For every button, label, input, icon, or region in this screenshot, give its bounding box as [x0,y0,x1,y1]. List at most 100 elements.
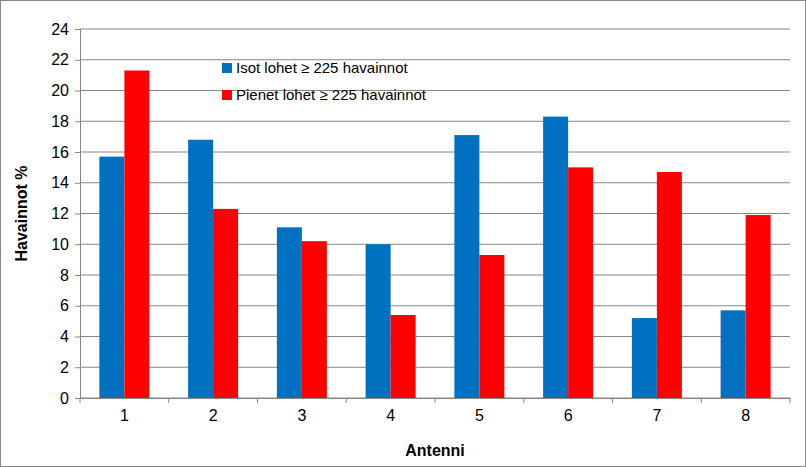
y-tick-label: 12 [51,205,69,222]
x-tick: 6 [564,398,573,424]
grid-line [80,29,790,30]
x-tick-label: 7 [652,407,661,424]
grid [80,29,790,398]
x-tick: 1 [120,398,129,424]
bar [188,140,213,398]
y-tick-mark [75,91,80,92]
bar [657,172,682,398]
grid-line [80,152,790,153]
bar [632,318,657,398]
category-divider [257,398,258,403]
y-axis: 024681012141618202224 [51,21,80,407]
y-axis-line [75,30,81,399]
category-divider [790,398,791,403]
x-tick-label: 2 [209,407,218,424]
y-tick-mark [75,60,80,61]
y-tick-label: 20 [51,82,69,99]
y-tick-mark [75,183,80,184]
legend-swatch [222,63,232,73]
category-divider [612,398,613,403]
x-tick: 2 [209,398,218,424]
y-tick: 18 [51,113,80,130]
y-tick-label: 6 [60,297,69,314]
y-tick: 16 [51,144,80,161]
grid-line [80,244,790,245]
y-tick: 14 [51,174,80,191]
x-tick: 8 [741,398,750,424]
y-tick-label: 10 [51,236,69,253]
x-tick: 3 [297,398,306,424]
bar-series [99,117,745,398]
grid-line [80,121,790,122]
grid-line [80,213,790,214]
category-divider [523,398,524,403]
y-tick: 10 [51,236,80,253]
y-tick: 4 [60,328,80,345]
grid-line [80,182,790,183]
y-tick-mark [75,152,80,153]
grid-line [80,336,790,337]
x-axis-title: Antenni [405,442,465,459]
x-tick-label: 3 [297,407,306,424]
y-tick: 8 [60,267,80,284]
y-tick-label: 0 [60,390,69,407]
y-tick: 2 [60,359,80,376]
y-tick-label: 18 [51,113,69,130]
y-tick-label: 14 [51,174,69,191]
legend-label: Pienet lohet ≥ 225 havainnot [236,86,427,103]
category-divider [80,398,81,403]
y-tick: 20 [51,82,80,99]
y-tick-mark [75,214,80,215]
y-tick: 0 [60,390,80,407]
grid-line [80,59,790,60]
chart-frame [1,1,806,467]
legend-label: Isot lohet ≥ 225 havainnot [236,59,409,76]
x-tick: 7 [652,398,661,424]
grid-line [80,275,790,276]
x-tick: 4 [386,398,395,424]
y-axis-title: Havainnot % [13,165,30,261]
bar [746,215,771,398]
category-dividers [80,398,790,403]
category-divider [435,398,436,403]
legend-item: Pienet lohet ≥ 225 havainnot [222,86,427,103]
y-tick-label: 16 [51,144,69,161]
legend-item: Isot lohet ≥ 225 havainnot [222,59,409,76]
y-tick-label: 2 [60,359,69,376]
y-tick-label: 22 [51,51,69,68]
bar [277,227,302,398]
bar [302,241,327,398]
bar [124,71,149,398]
category-divider [168,398,169,403]
y-tick-mark [75,367,80,368]
bars [99,71,770,398]
bar [543,117,568,398]
x-axis: 1 2 3 4 5 6 7 8 [80,398,791,424]
y-tick: 24 [51,21,80,38]
y-tick-label: 4 [60,328,69,345]
y-tick-mark [75,121,80,122]
x-tick: 5 [475,398,484,424]
y-tick: 22 [51,51,80,68]
chart: 02468101214161820222412345678AntenniHava… [0,0,806,467]
bar [213,209,238,398]
bar [568,167,593,398]
bar [366,244,391,398]
grid-line [80,305,790,306]
grid-line [80,367,790,368]
y-tick-label: 8 [60,267,69,284]
bar-series [124,71,770,398]
y-tick-mark [75,306,80,307]
bar [721,310,746,398]
y-tick-mark [75,29,80,30]
y-tick-mark [75,337,80,338]
y-tick-mark [75,275,80,276]
y-tick: 6 [60,297,80,314]
category-divider [701,398,702,403]
y-tick: 12 [51,205,80,222]
grid-line [80,90,790,91]
x-tick-label: 8 [741,407,750,424]
bar [479,255,504,398]
bar [99,157,124,398]
bar [391,315,416,398]
